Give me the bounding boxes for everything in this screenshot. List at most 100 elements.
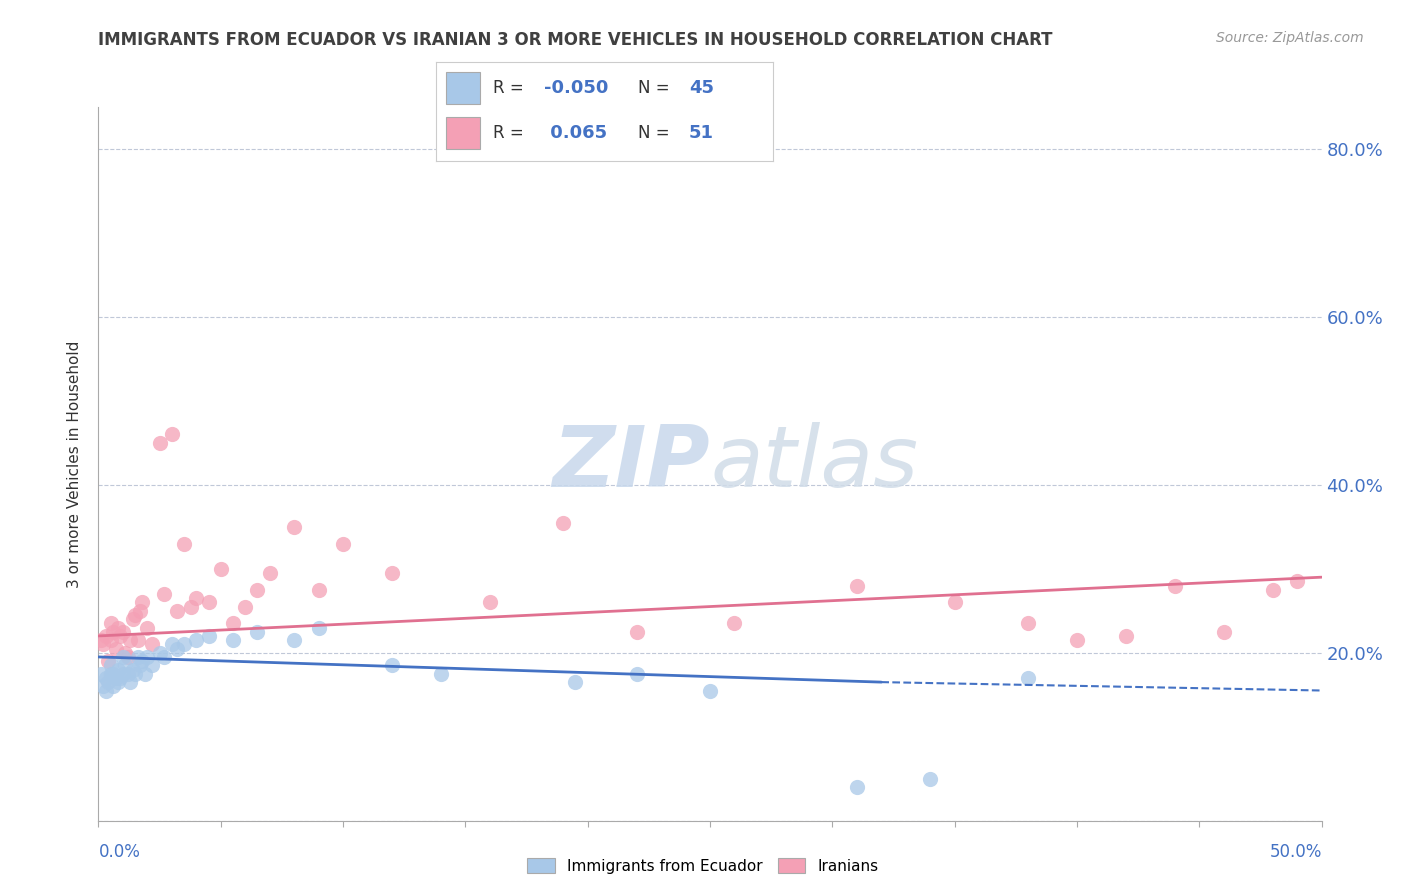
Point (478, 595, 501, 609)
Point (308, 582, 330, 597)
Point (94, 683, 117, 698)
Point (114, 646, 136, 660)
Text: 0.0%: 0.0% (98, 843, 141, 861)
Point (166, 604, 188, 618)
Point (246, 582, 269, 597)
Point (233, 599, 256, 614)
FancyBboxPatch shape (446, 118, 479, 149)
Point (381, 658, 404, 673)
Point (381, 566, 404, 580)
Point (101, 679, 124, 693)
Point (121, 612, 143, 626)
Point (180, 599, 202, 614)
Point (124, 666, 146, 681)
Point (186, 591, 208, 606)
Point (332, 536, 354, 550)
Text: Source: ZipAtlas.com: Source: ZipAtlas.com (1216, 31, 1364, 45)
Point (100, 616, 122, 631)
Point (283, 520, 305, 534)
Point (141, 637, 163, 651)
Point (110, 671, 132, 685)
Point (246, 624, 269, 639)
Point (117, 649, 139, 664)
Point (166, 641, 188, 656)
Point (101, 666, 124, 681)
Point (153, 587, 176, 601)
Point (1066, 633, 1088, 648)
Point (1017, 616, 1039, 631)
Point (117, 666, 139, 681)
Point (626, 666, 648, 681)
Text: N =: N = (638, 79, 669, 97)
Point (121, 663, 143, 677)
Point (97, 654, 120, 668)
Point (100, 633, 122, 648)
Point (124, 607, 146, 622)
Point (149, 646, 172, 660)
Point (283, 633, 305, 648)
Point (107, 663, 129, 677)
Text: N =: N = (638, 124, 669, 142)
Text: atlas: atlas (710, 422, 918, 506)
Point (107, 621, 129, 635)
Point (845, 578, 868, 592)
Point (160, 637, 183, 651)
Point (845, 780, 868, 794)
Point (131, 595, 153, 609)
Point (173, 536, 195, 550)
Y-axis label: 3 or more Vehicles in Household: 3 or more Vehicles in Household (67, 340, 83, 588)
Point (136, 649, 159, 664)
Text: 50.0%: 50.0% (1270, 843, 1322, 861)
Point (136, 621, 159, 635)
Point (91, 637, 114, 651)
Text: -0.050: -0.050 (544, 79, 609, 97)
Point (91, 679, 114, 693)
Text: ZIP: ZIP (553, 422, 710, 506)
Point (90, 633, 112, 648)
Point (149, 435, 172, 450)
Text: 45: 45 (689, 79, 714, 97)
Point (153, 649, 176, 664)
Point (259, 566, 281, 580)
Point (111, 624, 134, 639)
Text: 51: 51 (689, 124, 714, 142)
Point (209, 562, 232, 576)
FancyBboxPatch shape (446, 72, 479, 103)
Point (626, 624, 648, 639)
Point (129, 604, 152, 618)
Point (222, 633, 245, 648)
Point (920, 772, 942, 786)
Point (699, 683, 721, 698)
Point (104, 641, 127, 656)
Point (1017, 671, 1039, 685)
Point (120, 633, 142, 648)
Point (114, 658, 136, 673)
Point (101, 624, 124, 639)
Point (111, 649, 134, 664)
Point (90, 666, 112, 681)
Point (111, 666, 134, 681)
Point (186, 633, 208, 648)
Point (127, 649, 149, 664)
Point (1261, 582, 1284, 597)
Point (173, 637, 195, 651)
Point (564, 675, 586, 690)
Text: IMMIGRANTS FROM ECUADOR VS IRANIAN 3 OR MORE VEHICLES IN HOUSEHOLD CORRELATION C: IMMIGRANTS FROM ECUADOR VS IRANIAN 3 OR … (98, 31, 1053, 49)
Point (120, 675, 142, 690)
Point (553, 516, 575, 530)
Text: R =: R = (494, 124, 524, 142)
Point (222, 616, 245, 631)
Point (100, 666, 122, 681)
Point (308, 621, 330, 635)
Point (141, 658, 163, 673)
Point (100, 658, 122, 673)
Point (1286, 574, 1309, 589)
Point (131, 654, 153, 668)
Point (134, 666, 156, 681)
Point (97, 675, 120, 690)
Point (94, 629, 117, 643)
Point (197, 629, 219, 643)
Point (94, 671, 117, 685)
Point (723, 616, 745, 631)
Text: R =: R = (494, 79, 524, 97)
